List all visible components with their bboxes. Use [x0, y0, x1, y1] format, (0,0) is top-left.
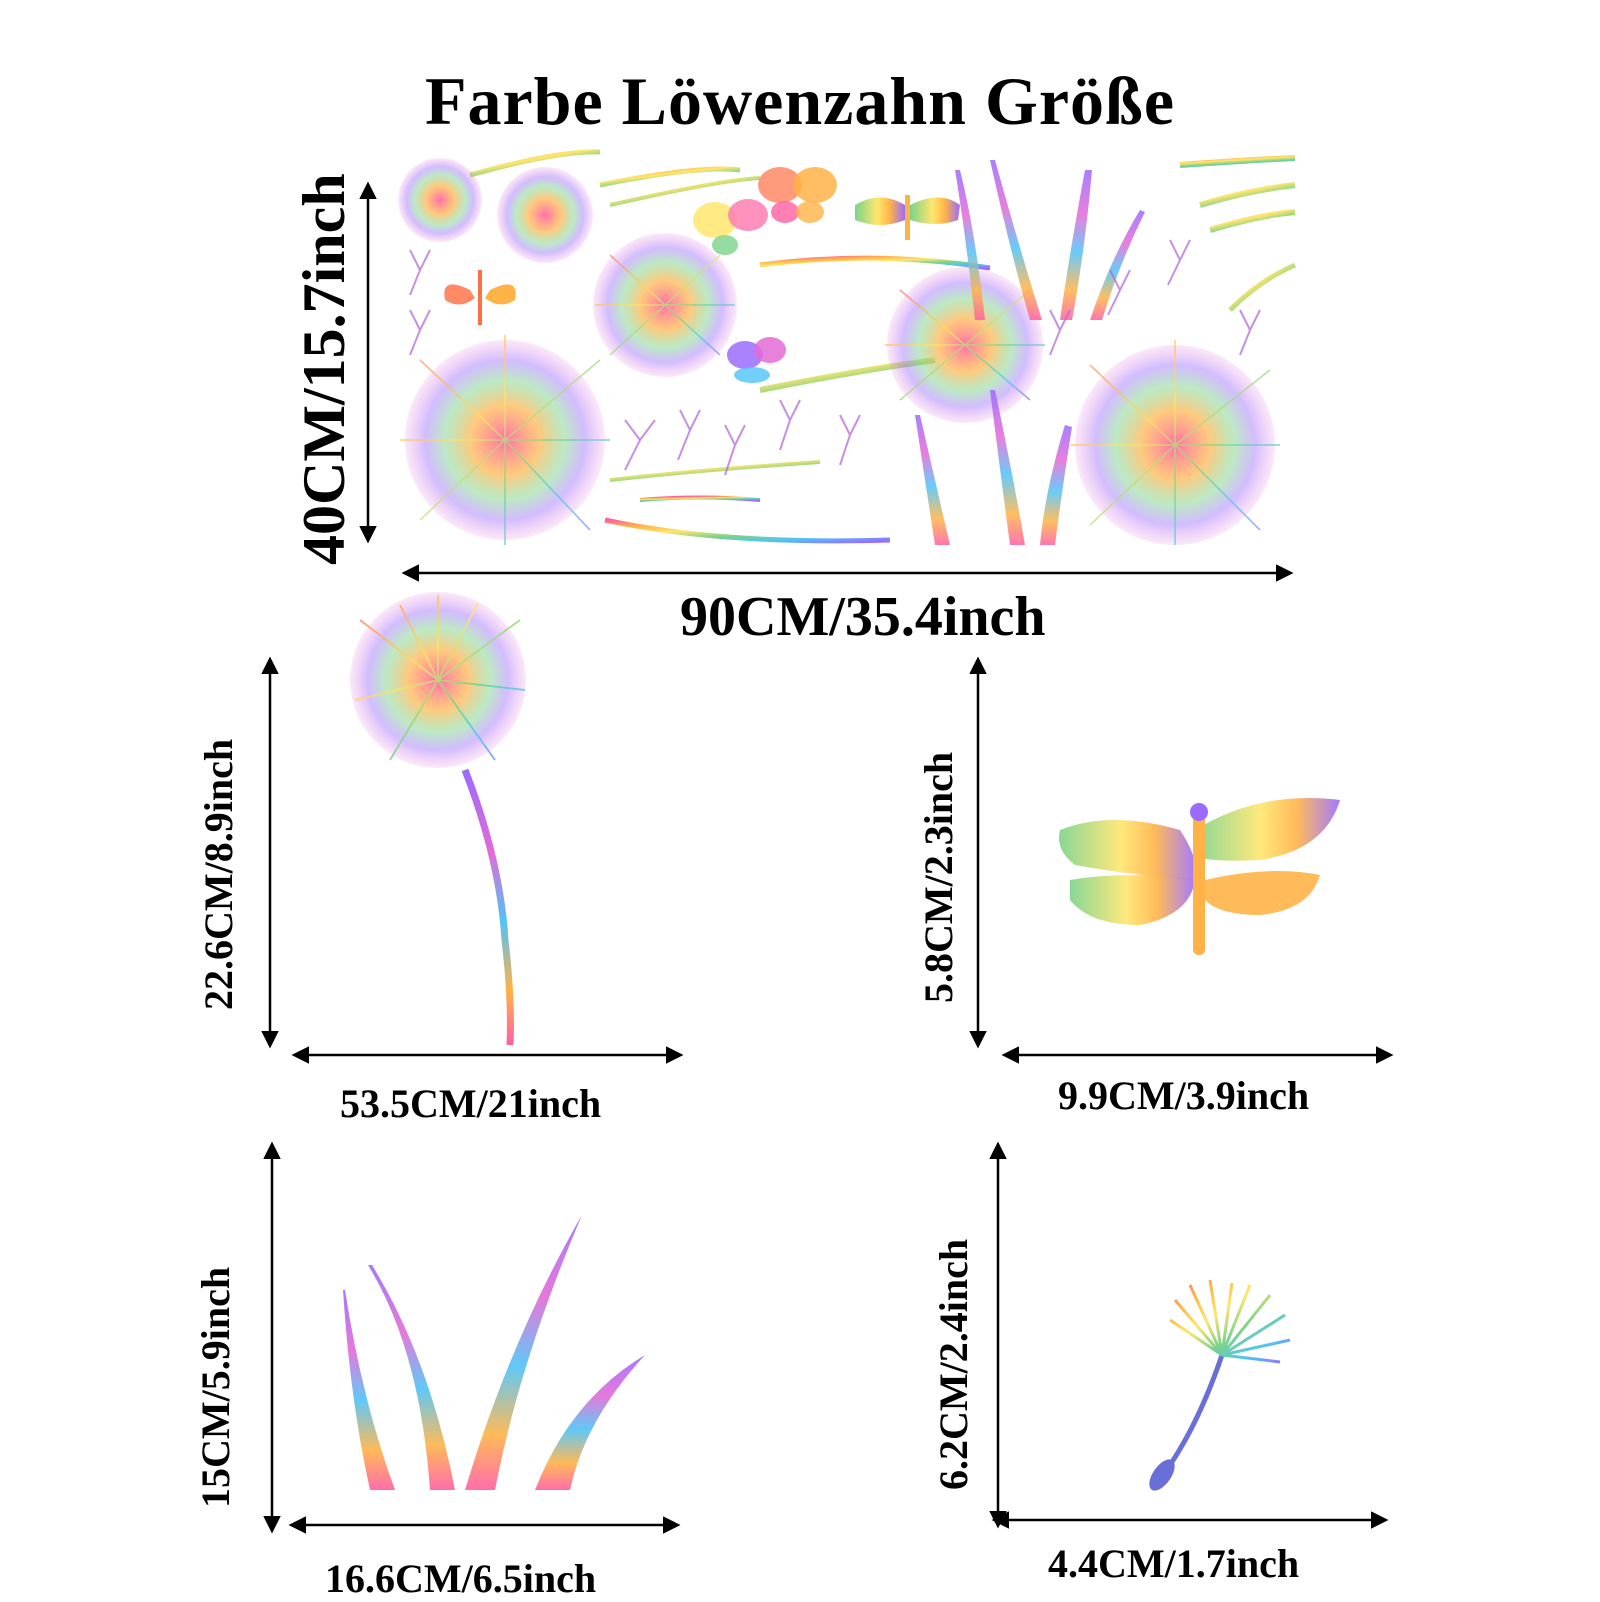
dandelion-puff	[497, 167, 593, 263]
butterfly-sticker	[758, 167, 837, 223]
dragonfly-height-label: 5.8CM/2.3inch	[916, 751, 961, 1003]
dragonfly-width-label: 9.9CM/3.9inch	[1058, 1073, 1310, 1118]
grass-width-label: 16.6CM/6.5inch	[325, 1556, 597, 1601]
grass-sticker	[343, 1215, 645, 1490]
dragonfly-sticker	[855, 195, 960, 240]
dandelion-sticker	[350, 592, 526, 1046]
dandelion-width-label: 53.5CM/21inch	[340, 1081, 602, 1126]
butterfly-sticker	[693, 199, 768, 255]
main-height-label: 40CM/15.7inch	[291, 173, 357, 565]
dandelion-height-label: 22.6CM/8.9inch	[196, 738, 241, 1010]
dragonfly-large-sticker	[1059, 798, 1340, 955]
page-title: Farbe Löwenzahn Größe	[424, 63, 1176, 139]
grass-height-label: 15CM/5.9inch	[193, 1266, 238, 1508]
butterfly-sticker	[727, 337, 786, 383]
dragonfly-sticker	[444, 270, 516, 325]
main-sticker-sheet	[398, 149, 1296, 545]
dandelion-puff	[398, 158, 482, 242]
main-width-label: 90CM/35.4inch	[680, 586, 1046, 648]
seed-width-label: 4.4CM/1.7inch	[1048, 1541, 1300, 1586]
seed-sticker	[1149, 1279, 1291, 1491]
seed-height-label: 6.2CM/2.4inch	[931, 1238, 976, 1490]
grass-blades	[915, 160, 1145, 545]
dandelion-seeds	[409, 239, 1261, 476]
